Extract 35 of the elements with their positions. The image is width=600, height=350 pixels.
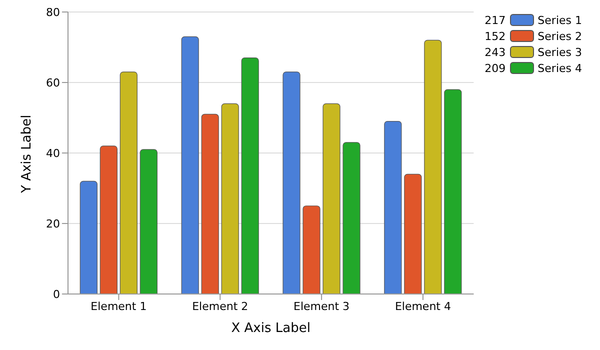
bar — [120, 72, 138, 294]
bar — [100, 146, 118, 294]
text: 209 — [484, 62, 506, 74]
bar — [322, 103, 340, 294]
bar — [424, 40, 442, 294]
y-tick-label: 0 — [53, 288, 60, 301]
x-tick-label: Element 4 — [394, 300, 451, 313]
bar — [342, 142, 360, 294]
bar — [444, 89, 462, 294]
bar — [221, 103, 239, 294]
text: 152 — [484, 30, 506, 42]
bar — [384, 120, 402, 294]
y-tick-label: 40 — [46, 146, 60, 160]
legend-label: Series 4 — [538, 62, 582, 74]
bar — [140, 149, 158, 294]
y-tick-label: 60 — [46, 76, 60, 90]
x-tick-label: Element 1 — [90, 300, 147, 313]
text: 243 — [484, 46, 506, 58]
x-tick-label: Element 3 — [294, 300, 350, 313]
x-axis-title: X Axis Label — [231, 321, 310, 336]
legend-label: Series 3 — [538, 46, 582, 58]
bar — [241, 58, 259, 294]
bar — [404, 174, 422, 294]
y-axis-title: Y Axis Label — [20, 114, 35, 194]
bar — [201, 114, 219, 294]
text: 217 — [484, 14, 506, 26]
bar — [181, 36, 199, 294]
legend-label: Series 1 — [538, 14, 582, 26]
bar — [282, 72, 300, 294]
legend-label: Series 2 — [538, 30, 582, 42]
y-tick-label: 20 — [46, 217, 60, 230]
x-tick-label: Element 2 — [192, 300, 248, 313]
bar — [302, 206, 320, 294]
y-tick-label: 80 — [46, 6, 60, 19]
bar — [80, 180, 98, 294]
